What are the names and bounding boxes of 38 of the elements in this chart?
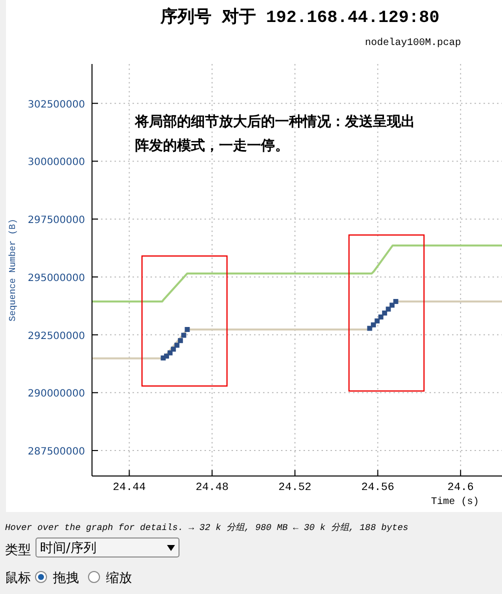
y-tick-label: 287500000 [28,446,85,458]
point [390,302,395,308]
point [168,350,173,356]
x-tick-label: 24.56 [361,482,394,494]
point [181,332,186,338]
y-tick-label: 300000000 [28,157,85,168]
text: 鼠标 [5,571,31,586]
y-tick-label: 292500000 [28,330,85,342]
point [184,326,190,332]
y-tick-label: 290000000 [28,388,85,400]
x-axis-title: Time (s) [430,496,480,508]
text: Hover over the graph for details. → 32 k 分组, 980 MB ← 30 k 分组, 188 bytes [5,522,408,533]
text: 类型 [5,543,31,558]
line-series [92,244,502,302]
x-tick-label: 24.48 [196,482,229,494]
x-tick-label: 24.52 [278,482,312,494]
annotation: 将局部的细节放大后的一种情况：发送呈现出阵发的模式，一走一停。 [134,113,415,154]
point [370,322,376,328]
y-tick-label: 295000000 [28,272,85,284]
point [386,306,391,312]
point [378,314,384,320]
point [374,318,380,324]
x-tick-label: 24.6 [447,482,474,494]
y-tick-label: 297500000 [28,215,85,226]
point [174,342,180,348]
y-axis-title: Sequence Number (B) [8,218,18,322]
point [367,326,372,331]
point [170,346,176,352]
y-tick-label: 302500000 [28,99,85,110]
chart-subtitle: nodelay100M.pcap [364,37,462,49]
text: 拖拽 [52,571,79,586]
chart-title: 序列号 对于 192.168.44.129:80 [160,7,440,28]
text: 缩放 [106,571,132,586]
point [178,338,183,344]
point [382,310,388,316]
text: 时间/序列 [40,540,96,556]
x-tick-label: 24.44 [112,482,146,494]
point [393,298,398,304]
